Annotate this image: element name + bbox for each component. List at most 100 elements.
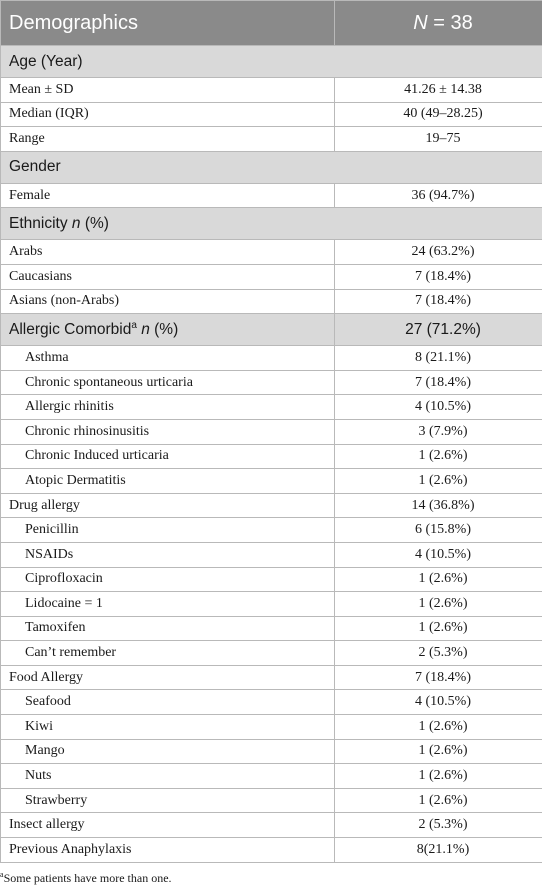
row-label: Chronic rhinosinusitis: [0, 418, 335, 445]
section-allergic-title: Allergic Comorbida n (%): [0, 313, 335, 347]
table-row: Strawberry 1 (2.6%): [0, 787, 542, 814]
table-row: Kiwi 1 (2.6%): [0, 714, 542, 740]
section-age: Age (Year): [0, 45, 542, 78]
table-row: Can’t remember 2 (5.3%): [0, 640, 542, 666]
row-label: Ciprofloxacin: [0, 566, 335, 593]
row-value: 1 (2.6%): [334, 615, 542, 642]
demographics-table: Demographics N = 38 Age (Year) Mean ± SD…: [0, 0, 542, 863]
row-label: Female: [0, 182, 335, 209]
allergic-title-sup: a: [131, 320, 137, 332]
anaphylaxis-row: Previous Anaphylaxis 8(21.1%): [0, 837, 542, 863]
row-value: 2 (5.3%): [334, 812, 542, 839]
row-value: 7 (18.4%): [334, 263, 542, 290]
section-ethnicity: Ethnicity n (%): [0, 207, 542, 241]
table-row: Mango 1 (2.6%): [0, 738, 542, 765]
drug-allergy-row: Drug allergy 14 (36.8%): [0, 492, 542, 519]
row-value: 7 (18.4%): [334, 288, 542, 315]
row-label: NSAIDs: [0, 541, 335, 568]
row-value: 7 (18.4%): [334, 664, 542, 691]
row-value: 7 (18.4%): [334, 369, 542, 396]
row-value: 1 (2.6%): [334, 566, 542, 593]
row-label: Insect allergy: [0, 812, 335, 839]
row-label: Atopic Dermatitis: [0, 468, 335, 494]
row-label: Can’t remember: [0, 640, 335, 666]
row-value: 1 (2.6%): [334, 443, 542, 470]
row-value: 40 (49–28.25): [334, 101, 542, 128]
row-value: 4 (10.5%): [334, 541, 542, 568]
row-value: 3 (7.9%): [334, 418, 542, 445]
row-value: 36 (94.7%): [334, 182, 542, 209]
header-n: N = 38: [334, 0, 542, 46]
row-label: Mango: [0, 738, 335, 765]
header-n-value: = 38: [427, 11, 473, 34]
table-row: Allergic rhinitis 4 (10.5%): [0, 394, 542, 420]
ethnicity-title-n: n: [71, 214, 81, 232]
row-label: Previous Anaphylaxis: [0, 837, 335, 863]
food-allergy-row: Food Allergy 7 (18.4%): [0, 664, 542, 691]
row-value: 1 (2.6%): [334, 591, 542, 617]
table-footnote: aSome patients have more than one.: [0, 870, 172, 886]
section-allergic-comorbid: Allergic Comorbida n (%) 27 (71.2%): [0, 313, 542, 347]
table-row: Female 36 (94.7%): [0, 182, 542, 209]
section-gender-title: Gender: [0, 150, 542, 184]
table-row: Asians (non-Arabs) 7 (18.4%): [0, 288, 542, 315]
row-label: Food Allergy: [0, 664, 335, 691]
table-row: Ciprofloxacin 1 (2.6%): [0, 566, 542, 593]
row-value: 1 (2.6%): [334, 787, 542, 814]
table-row: Tamoxifen 1 (2.6%): [0, 615, 542, 642]
row-label: Chronic Induced urticaria: [0, 443, 335, 470]
row-value: 6 (15.8%): [334, 517, 542, 543]
row-label: Drug allergy: [0, 492, 335, 519]
row-label: Allergic rhinitis: [0, 394, 335, 420]
row-label: Caucasians: [0, 263, 335, 290]
table-row: Seafood 4 (10.5%): [0, 689, 542, 716]
row-label: Nuts: [0, 763, 335, 789]
row-value: 19–75: [334, 126, 542, 152]
row-value: 1 (2.6%): [334, 468, 542, 494]
allergic-title-n: n: [141, 321, 150, 339]
table-row: NSAIDs 4 (10.5%): [0, 541, 542, 568]
ethnicity-title-text: Ethnicity: [9, 214, 72, 232]
row-value: 14 (36.8%): [334, 492, 542, 519]
table-row: Range 19–75: [0, 126, 542, 152]
table-row: Arabs 24 (63.2%): [0, 239, 542, 265]
header-n-italic: N: [413, 11, 428, 34]
table-row: Mean ± SD 41.26 ± 14.38: [0, 77, 542, 103]
row-value: 24 (63.2%): [334, 239, 542, 265]
table-row: Nuts 1 (2.6%): [0, 763, 542, 789]
section-allergic-value: 27 (71.2%): [334, 313, 542, 347]
table-row: Asthma 8 (21.1%): [0, 345, 542, 371]
ethnicity-title-pct: (%): [80, 214, 109, 232]
section-ethnicity-title: Ethnicity n (%): [0, 207, 542, 241]
row-label: Mean ± SD: [0, 77, 335, 103]
footnote-marker: a: [0, 870, 4, 879]
table-row: Penicillin 6 (15.8%): [0, 517, 542, 543]
row-label: Arabs: [0, 239, 335, 265]
row-label: Range: [0, 126, 335, 152]
table-row: Chronic Induced urticaria 1 (2.6%): [0, 443, 542, 470]
section-gender: Gender: [0, 150, 542, 184]
row-value: 1 (2.6%): [334, 763, 542, 789]
table-row: Chronic rhinosinusitis 3 (7.9%): [0, 418, 542, 445]
row-label: Tamoxifen: [0, 615, 335, 642]
row-label: Chronic spontaneous urticaria: [0, 369, 335, 396]
table-row: Chronic spontaneous urticaria 7 (18.4%): [0, 369, 542, 396]
row-label: Asians (non-Arabs): [0, 288, 335, 315]
allergic-title-text: Allergic Comorbid: [9, 321, 132, 339]
row-label: Kiwi: [0, 714, 335, 740]
row-value: 1 (2.6%): [334, 738, 542, 765]
row-label: Asthma: [0, 345, 335, 371]
row-label: Strawberry: [0, 787, 335, 814]
row-label: Penicillin: [0, 517, 335, 543]
row-label: Median (IQR): [0, 101, 335, 128]
row-value: 41.26 ± 14.38: [334, 77, 542, 103]
table-row: Median (IQR) 40 (49–28.25): [0, 101, 542, 128]
row-value: 8(21.1%): [334, 837, 542, 863]
footnote-text: Some patients have more than one.: [3, 871, 172, 885]
row-label: Seafood: [0, 689, 335, 716]
row-value: 1 (2.6%): [334, 714, 542, 740]
allergic-title-pct: (%): [149, 321, 179, 339]
table-row: Caucasians 7 (18.4%): [0, 263, 542, 290]
insect-allergy-row: Insect allergy 2 (5.3%): [0, 812, 542, 839]
